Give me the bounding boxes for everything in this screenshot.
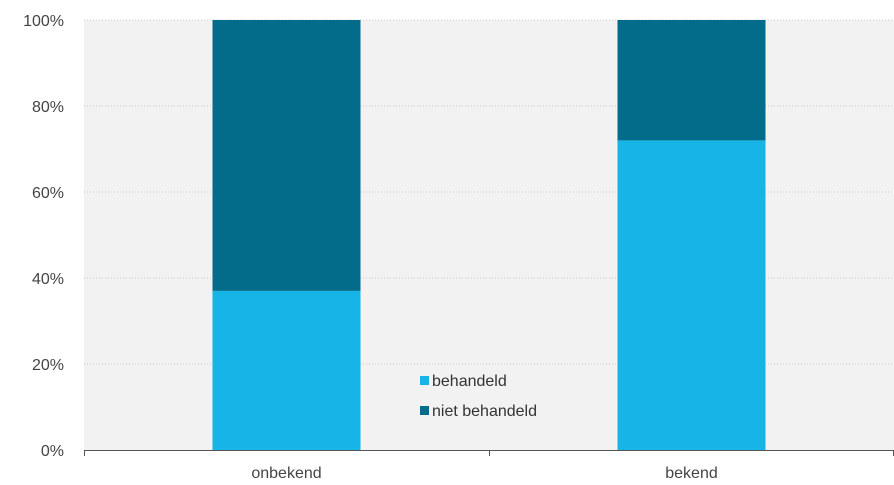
legend: behandeld niet behandeld: [420, 373, 537, 420]
y-tick-label: 100%: [23, 13, 64, 30]
bar-segment-behandeld: [617, 140, 766, 450]
x-category-label: bekend: [665, 465, 718, 482]
axes: 0% 20% 40% 60% 80% 100% onbekend bekend: [23, 13, 894, 482]
bar-segment-niet-behandeld: [212, 20, 361, 291]
y-tick-label: 20%: [32, 357, 64, 374]
bar-segment-niet-behandeld: [617, 20, 766, 141]
y-tick-label: 0%: [41, 443, 64, 460]
bar-segment-behandeld: [212, 290, 361, 450]
legend-swatch: [420, 376, 429, 385]
y-tick-label: 80%: [32, 99, 64, 116]
legend-entry-label: behandeld: [432, 373, 507, 390]
legend-swatch: [420, 406, 429, 415]
y-tick-label: 40%: [32, 271, 64, 288]
y-tick-label: 60%: [32, 185, 64, 202]
bars: [212, 20, 766, 450]
legend-entry-label: niet behandeld: [432, 403, 537, 420]
x-category-label: onbekend: [251, 465, 321, 482]
